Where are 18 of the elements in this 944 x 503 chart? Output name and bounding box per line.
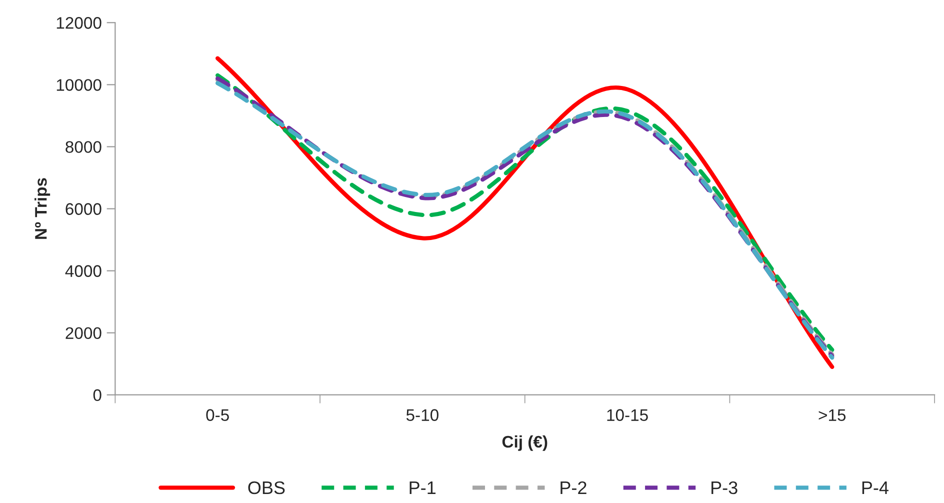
legend-label: OBS — [248, 481, 285, 494]
y-tick-label: 0 — [93, 389, 102, 402]
legend-label: P-2 — [560, 481, 586, 494]
y-tick-label: 12000 — [56, 17, 102, 29]
y-tick-label: 4000 — [65, 265, 102, 277]
y-axis-title: Nº Trips — [34, 178, 50, 239]
y-tick-label: 10000 — [56, 79, 102, 91]
legend-label: P-3 — [712, 481, 738, 494]
legend-label: P-4 — [862, 482, 888, 494]
y-tick-label: 2000 — [66, 327, 102, 340]
x-tick-label: 0-5 — [206, 409, 229, 421]
y-tick-label: 8000 — [66, 141, 102, 153]
x-tick-label: 10-15 — [607, 409, 648, 421]
x-tick-label: 5-10 — [406, 409, 438, 421]
legend-label: P-1 — [410, 482, 436, 494]
x-tick-label: >15 — [818, 409, 846, 421]
y-tick-label: 6000 — [66, 203, 102, 215]
x-axis-title: Cij (€) — [502, 435, 548, 451]
